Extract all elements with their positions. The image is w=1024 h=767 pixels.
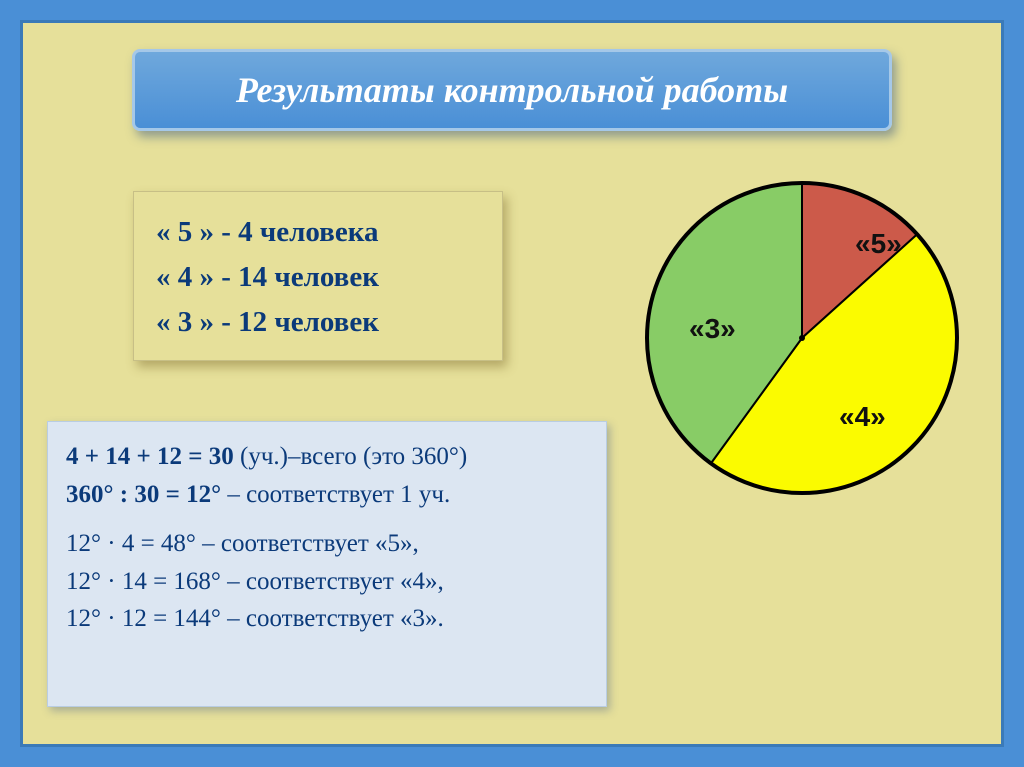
title-banner: Результаты контрольной работы — [132, 49, 892, 131]
data-line-2: « 4 » - 14 человек — [156, 255, 480, 300]
title-text: Результаты контрольной работы — [236, 69, 788, 111]
pie-label-3: «3» — [689, 313, 736, 345]
calc-line-2: 360° : 30 = 12° – соответствует 1 уч. — [66, 476, 588, 514]
calc-line-1: 4 + 14 + 12 = 30 (уч.)–всего (это 360°) — [66, 438, 588, 476]
pie-chart: «5» «4» «3» — [637, 173, 967, 503]
pie-label-5: «5» — [855, 228, 902, 260]
slide-canvas: Результаты контрольной работы « 5 » - 4 … — [20, 20, 1004, 747]
spacer — [66, 513, 588, 525]
pie-label-4: «4» — [839, 401, 886, 433]
outer-frame: Результаты контрольной работы « 5 » - 4 … — [0, 0, 1024, 767]
pie-center-dot — [799, 335, 805, 341]
calculations-box: 4 + 14 + 12 = 30 (уч.)–всего (это 360°) … — [47, 421, 607, 707]
data-list-box: « 5 » - 4 человека « 4 » - 14 человек « … — [133, 191, 503, 361]
data-line-1: « 5 » - 4 человека — [156, 210, 480, 255]
calc-line-5: 12° · 12 = 144° – соответствует «3». — [66, 600, 588, 638]
calc-line-4: 12° · 14 = 168° – соответствует «4», — [66, 563, 588, 601]
pie-svg — [637, 173, 967, 503]
data-line-3: « 3 » - 12 человек — [156, 300, 480, 345]
calc-line-3: 12° · 4 = 48° – соответствует «5», — [66, 525, 588, 563]
